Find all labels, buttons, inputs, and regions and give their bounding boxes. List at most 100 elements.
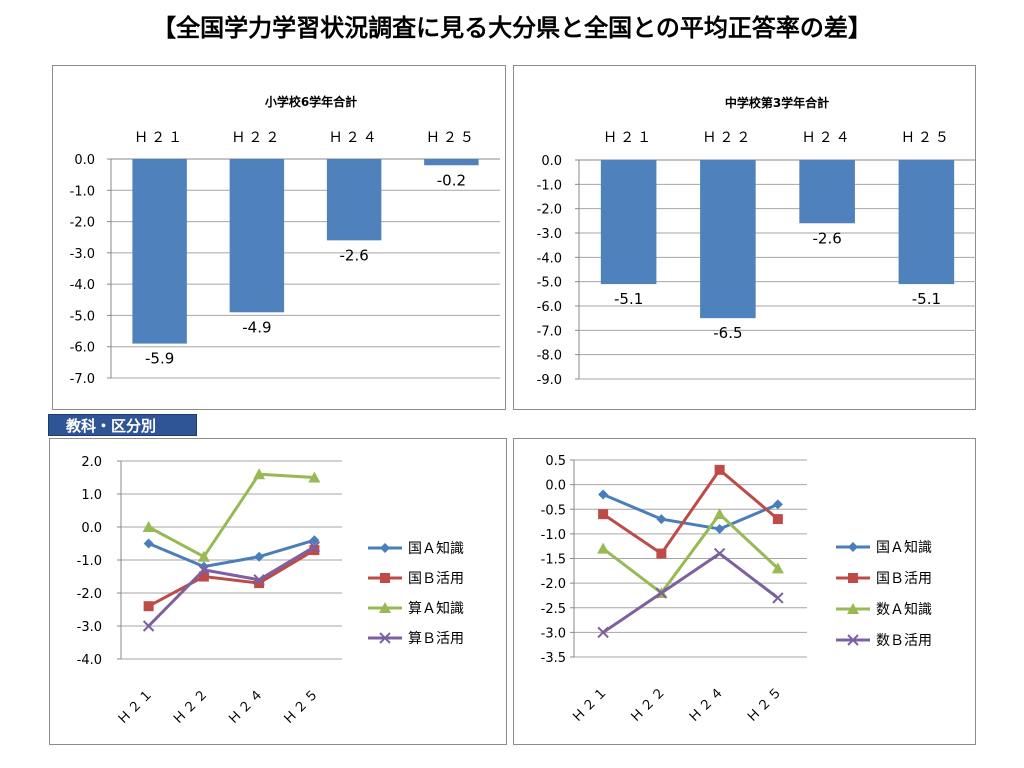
marker-square bbox=[143, 601, 154, 612]
data-label: -5.1 bbox=[912, 290, 941, 308]
marker-triangle bbox=[253, 468, 266, 480]
marker-x bbox=[847, 634, 859, 646]
category-label: Ｈ２５ bbox=[744, 683, 786, 725]
data-label: -2.6 bbox=[812, 229, 841, 247]
series-line bbox=[147, 545, 316, 628]
category-label: Ｈ２１ bbox=[134, 130, 185, 146]
junior-high-line-chart-panel: 0.5 0.0 -0.5 -1.0 -1.5 -2.0 -2.5 -3.0 -3.5 Ｈ２１ Ｈ２２… bbox=[513, 438, 976, 745]
junior-high-line-chart: 0.5 0.0 -0.5 -1.0 -1.5 -2.0 -2.5 -3.0 -3.5 Ｈ２１ Ｈ２２… bbox=[541, 454, 932, 726]
marker-square bbox=[380, 573, 390, 583]
elementary-bar-chart: 小学校6学年合計 0.0 -1.0 -2.0 -3.0 -4.0 -5.0 -6.0 -7.0 Ｈ… bbox=[70, 94, 500, 387]
series-line bbox=[602, 493, 779, 531]
chart-title: 小学校6学年合計 bbox=[265, 94, 357, 109]
y-tick-label: 1.0 bbox=[81, 488, 102, 503]
y-tick-label: 0.0 bbox=[541, 154, 562, 169]
series-line bbox=[602, 467, 779, 556]
category-label: Ｈ２２ bbox=[231, 130, 282, 146]
marker-square bbox=[656, 548, 667, 559]
y-tick-label: -1.0 bbox=[77, 554, 102, 569]
y-tick-label: -5.0 bbox=[70, 309, 95, 324]
marker-x-stroke bbox=[655, 587, 668, 599]
category-label: Ｈ２４ bbox=[226, 685, 268, 727]
marker-triangle bbox=[713, 508, 726, 520]
marker-x-stroke bbox=[379, 632, 391, 644]
marker-diamond bbox=[254, 551, 265, 562]
legend-label: 算Ｂ活用 bbox=[408, 631, 464, 647]
y-tick-label: -3.0 bbox=[537, 227, 562, 242]
marker-diamond bbox=[656, 514, 667, 525]
marker-x bbox=[198, 564, 210, 576]
marker-triangle bbox=[847, 603, 859, 614]
bar bbox=[898, 160, 955, 285]
marker-x-stroke bbox=[713, 547, 726, 560]
marker-square bbox=[772, 514, 783, 525]
data-label: -2.6 bbox=[339, 246, 368, 264]
bar bbox=[132, 159, 187, 344]
category-label: Ｈ２２ bbox=[702, 130, 753, 146]
series-line bbox=[147, 548, 316, 608]
y-tick-label: -0.5 bbox=[541, 503, 566, 518]
y-tick-label: -2.0 bbox=[70, 216, 95, 231]
marker-diamond bbox=[143, 538, 154, 549]
marker-triangle bbox=[142, 521, 155, 532]
marker-x bbox=[772, 592, 784, 604]
y-tick-label: -3.0 bbox=[70, 247, 95, 262]
y-tick-label: -7.0 bbox=[70, 372, 95, 387]
marker-x bbox=[713, 547, 726, 560]
legend-label: 国Ａ知識 bbox=[408, 540, 464, 557]
section-tag-subject-category: 教科・区分別 bbox=[48, 414, 197, 436]
category-label: Ｈ２２ bbox=[170, 685, 212, 727]
junior-high-bar-chart: 中学校第3学年合計 0.0 -1.0 -2.0 -3.0 -4.0 -5.0 -6.0 -7.0… bbox=[537, 95, 976, 388]
y-tick-label: -3.0 bbox=[77, 620, 102, 635]
y-tick-label: -6.0 bbox=[70, 341, 95, 356]
series-line bbox=[602, 511, 779, 596]
category-label: Ｈ２４ bbox=[686, 683, 728, 725]
marker-square bbox=[254, 578, 265, 589]
marker-x-stroke bbox=[253, 574, 265, 586]
marker-diamond bbox=[380, 543, 390, 553]
page-title: 【全国学力学習状況調査に見る大分県と全国との平均正答率の差】 bbox=[152, 14, 872, 42]
marker-square bbox=[714, 464, 725, 475]
y-tick-label: 0.0 bbox=[545, 479, 566, 494]
y-tick-label: -2.0 bbox=[77, 587, 102, 602]
marker-diamond bbox=[309, 535, 320, 546]
data-label: -0.2 bbox=[437, 171, 466, 189]
series-line bbox=[602, 551, 779, 634]
y-tick-label: -2.5 bbox=[541, 602, 566, 617]
marker-x bbox=[379, 632, 391, 644]
y-tick-label: -6.0 bbox=[537, 300, 562, 315]
category-label: Ｈ２２ bbox=[628, 683, 670, 725]
y-tick-label: -9.0 bbox=[537, 373, 562, 388]
marker-x-stroke bbox=[308, 541, 321, 553]
category-label: Ｈ２４ bbox=[802, 130, 853, 146]
data-label: -5.9 bbox=[145, 350, 174, 368]
marker-triangle bbox=[308, 471, 321, 483]
legend-label: 国Ｂ活用 bbox=[876, 571, 932, 587]
marker-triangle bbox=[597, 542, 610, 554]
marker-triangle bbox=[197, 550, 210, 562]
legend-label: 算Ａ知識 bbox=[408, 600, 464, 617]
marker-x bbox=[253, 574, 265, 586]
elementary-bar-chart-panel: 小学校6学年合計 0.0 -1.0 -2.0 -3.0 -4.0 -5.0 -6.0 -7.0 Ｈ… bbox=[52, 65, 506, 410]
legend-label: 国Ａ知識 bbox=[876, 539, 932, 556]
y-tick-label: -3.5 bbox=[541, 651, 566, 666]
category-label: Ｈ２１ bbox=[115, 685, 157, 727]
data-label: -6.5 bbox=[713, 324, 742, 342]
marker-x-stroke bbox=[772, 592, 784, 604]
data-label: -5.1 bbox=[614, 290, 643, 308]
category-label: Ｈ２５ bbox=[901, 130, 952, 146]
category-label: Ｈ２５ bbox=[426, 130, 477, 146]
bar bbox=[424, 159, 479, 166]
marker-square bbox=[598, 509, 609, 520]
y-tick-label: 2.0 bbox=[81, 455, 102, 470]
y-tick-label: 0.5 bbox=[545, 454, 566, 469]
marker-square bbox=[309, 545, 320, 556]
bar bbox=[700, 160, 756, 319]
y-tick-label: -2.0 bbox=[537, 203, 562, 218]
y-tick-label: -8.0 bbox=[537, 349, 562, 364]
series-line bbox=[147, 472, 315, 559]
bar bbox=[326, 159, 382, 241]
y-tick-label: -1.0 bbox=[541, 528, 566, 543]
marker-square bbox=[848, 573, 858, 583]
data-label: -4.9 bbox=[242, 318, 271, 336]
